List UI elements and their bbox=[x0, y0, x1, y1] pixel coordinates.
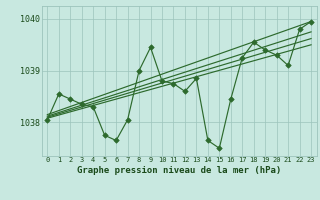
X-axis label: Graphe pression niveau de la mer (hPa): Graphe pression niveau de la mer (hPa) bbox=[77, 166, 281, 175]
